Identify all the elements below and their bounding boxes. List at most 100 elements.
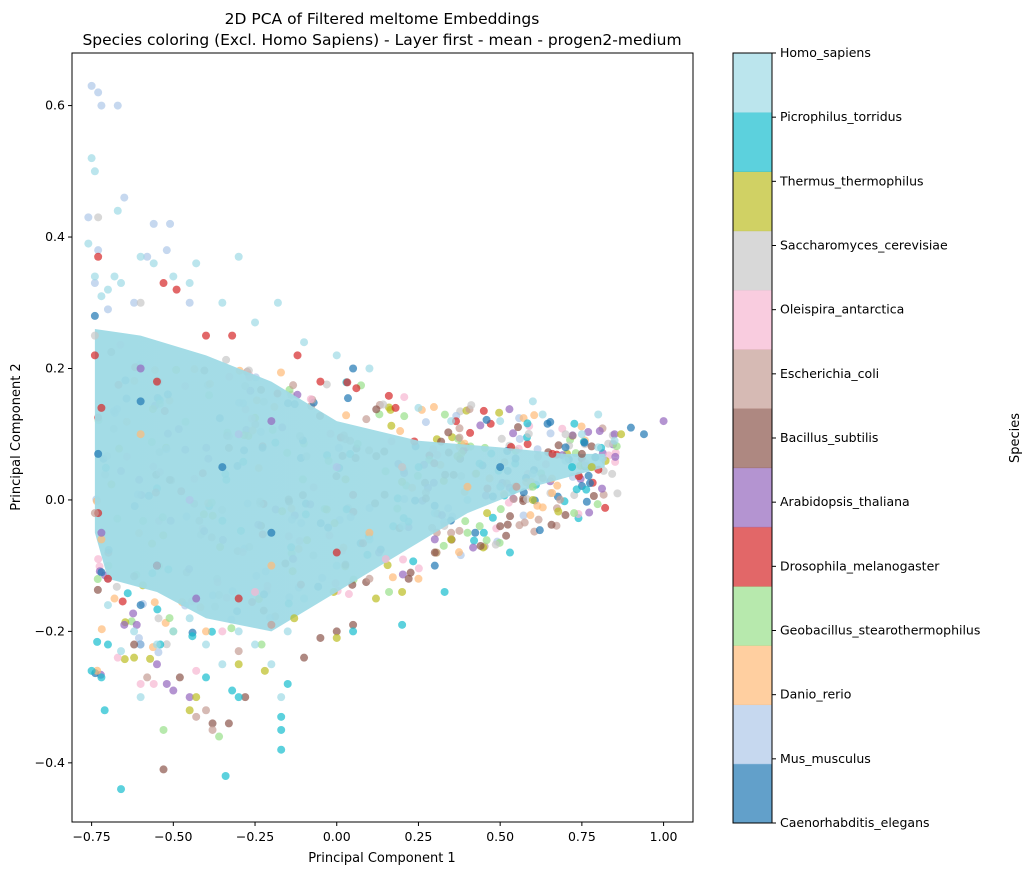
scatter-point bbox=[528, 469, 537, 478]
scatter-point bbox=[202, 627, 211, 636]
colorbar-segment bbox=[733, 586, 772, 646]
colorbar-tick-label: Saccharomyces_cerevisiae bbox=[780, 238, 948, 253]
scatter-point bbox=[421, 418, 430, 427]
scatter-point bbox=[112, 582, 121, 591]
scatter-point bbox=[228, 686, 237, 695]
scatter-point bbox=[561, 443, 570, 452]
scatter-point bbox=[482, 536, 491, 545]
scatter-point bbox=[150, 598, 159, 607]
colorbar-segment bbox=[733, 408, 772, 469]
scatter-point bbox=[398, 522, 407, 531]
colorbar-label: Species bbox=[1008, 413, 1023, 463]
x-tick-label: 1.00 bbox=[650, 829, 678, 844]
scatter-point bbox=[316, 377, 325, 386]
colorbar-segment bbox=[733, 289, 772, 350]
scatter-point bbox=[388, 573, 397, 582]
scatter-point bbox=[300, 653, 309, 662]
scatter-point bbox=[554, 441, 563, 450]
colorbar-segment bbox=[733, 171, 772, 232]
scatter-point bbox=[136, 679, 145, 688]
scatter-point bbox=[152, 561, 161, 570]
scatter-point bbox=[224, 719, 233, 728]
scatter-point bbox=[455, 433, 464, 442]
scatter-point bbox=[94, 555, 103, 564]
scatter-point bbox=[595, 427, 604, 436]
scatter-point bbox=[136, 364, 145, 373]
scatter-point bbox=[611, 452, 620, 461]
scatter-point bbox=[93, 585, 102, 594]
scatter-point bbox=[488, 513, 497, 522]
scatter-point bbox=[162, 640, 171, 649]
scatter-point bbox=[626, 423, 635, 432]
scatter-point bbox=[234, 693, 243, 702]
scatter-point bbox=[117, 647, 126, 656]
scatter-point bbox=[594, 443, 603, 452]
scatter-point bbox=[365, 574, 374, 583]
colorbar-tick-label: Escherichia_coli bbox=[780, 366, 879, 381]
scatter-point bbox=[90, 331, 99, 340]
scatter-point bbox=[599, 490, 608, 499]
scatter-point bbox=[283, 627, 292, 636]
y-tick-label: 0.6 bbox=[45, 98, 65, 113]
scatter-point bbox=[153, 605, 162, 614]
scatter-point bbox=[561, 430, 570, 439]
scatter-point bbox=[568, 431, 577, 440]
scatter-point bbox=[523, 440, 532, 449]
scatter-point bbox=[463, 528, 472, 537]
scatter-point bbox=[556, 495, 565, 504]
scatter-point bbox=[515, 434, 524, 443]
scatter-point bbox=[365, 364, 374, 373]
scatter-point bbox=[228, 331, 237, 340]
scatter-point bbox=[257, 640, 266, 649]
scatter-point bbox=[523, 419, 532, 428]
scatter-point bbox=[387, 421, 396, 430]
scatter-point bbox=[461, 517, 470, 526]
scatter-point bbox=[554, 507, 563, 516]
scatter-point bbox=[175, 673, 184, 682]
scatter-point bbox=[87, 154, 96, 163]
scatter-point bbox=[218, 298, 227, 307]
scatter-point bbox=[343, 394, 352, 403]
scatter-point bbox=[440, 587, 449, 596]
scatter-point bbox=[381, 555, 390, 564]
scatter-point bbox=[185, 298, 194, 307]
scatter-point bbox=[202, 706, 211, 715]
scatter-point bbox=[267, 620, 276, 629]
scatter-point bbox=[520, 518, 529, 527]
scatter-point bbox=[165, 614, 174, 623]
scatter-point bbox=[479, 528, 488, 537]
scatter-point bbox=[332, 561, 341, 570]
y-tick-label: 0.4 bbox=[45, 229, 65, 244]
scatter-point bbox=[306, 395, 315, 404]
scatter-point bbox=[383, 561, 392, 570]
colorbar-segment bbox=[733, 230, 772, 291]
scatter-point bbox=[577, 430, 586, 439]
scatter-point bbox=[400, 393, 409, 402]
scatter-point bbox=[429, 403, 438, 412]
scatter-point bbox=[391, 403, 400, 412]
scatter-point bbox=[90, 279, 99, 288]
scatter-point bbox=[548, 489, 557, 498]
scatter-point bbox=[349, 627, 358, 636]
scatter-point bbox=[476, 541, 485, 550]
scatter-point bbox=[103, 574, 112, 583]
scatter-point bbox=[471, 528, 480, 537]
species-colorbar: Caenorhabditis_elegans Mus_musculus Danio_… bbox=[733, 45, 980, 830]
scatter-point bbox=[113, 206, 122, 215]
x-tick-label: 0.75 bbox=[568, 829, 596, 844]
scatter-point bbox=[93, 666, 102, 675]
scatter-point bbox=[149, 679, 158, 688]
scatter-point bbox=[159, 279, 168, 288]
scatter-point bbox=[93, 637, 102, 646]
scatter-point bbox=[290, 614, 299, 623]
scatter-point bbox=[639, 430, 648, 439]
scatter-point bbox=[352, 384, 361, 393]
scatter-point bbox=[538, 410, 547, 419]
scatter-point bbox=[570, 419, 579, 428]
scatter-point bbox=[94, 252, 103, 261]
scatter-point bbox=[365, 528, 374, 537]
scatter-point bbox=[251, 640, 260, 649]
scatter-point bbox=[535, 526, 544, 535]
scatter-point bbox=[400, 412, 409, 421]
scatter-point bbox=[172, 285, 181, 294]
